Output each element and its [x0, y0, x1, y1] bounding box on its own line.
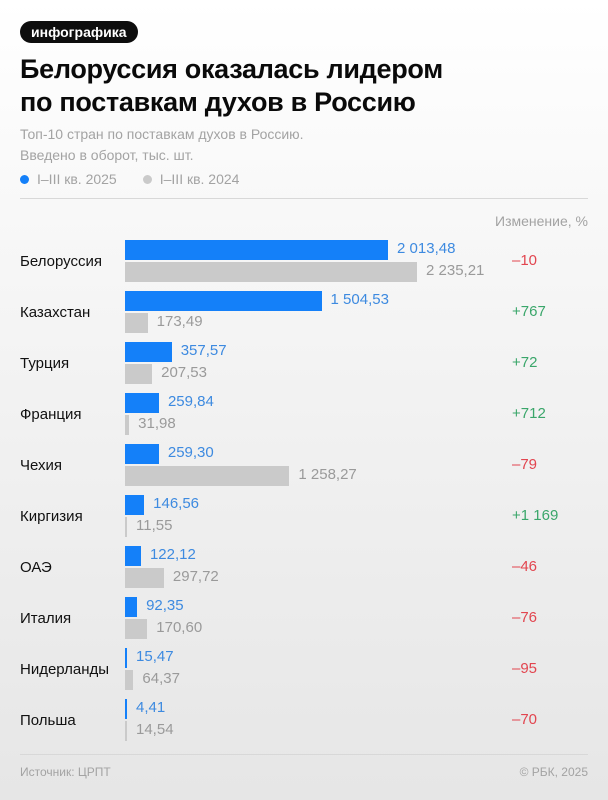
value-2025: 122,12: [149, 546, 196, 563]
bar-2024: [125, 517, 127, 537]
subtitle-line-2: Введено в оборот, тыс. шт.: [20, 147, 194, 163]
bar-2025: [125, 597, 138, 617]
table-row: Казахстан 1 504,53 173,49 +767: [0, 291, 608, 337]
title-line-2: по поставкам духов в Россию: [20, 87, 416, 117]
title-line-1: Белоруссия оказалась лидером: [20, 54, 443, 84]
bar-2025: [125, 648, 128, 668]
bar-2024: [125, 313, 148, 333]
value-2025: 357,57: [180, 342, 227, 359]
country-label: Чехия: [20, 457, 63, 474]
bar-2025: [125, 444, 159, 464]
value-2024: 11,55: [136, 517, 173, 534]
legend: I–III кв. 2025 I–III кв. 2024: [20, 171, 239, 187]
value-2024: 207,53: [161, 364, 207, 381]
bar-2025: [125, 546, 141, 566]
country-label: Турция: [20, 355, 70, 372]
country-label: Казахстан: [20, 304, 91, 321]
value-2025: 15,47: [136, 648, 174, 665]
table-row: Польша 4,41 14,54 –70: [0, 699, 608, 745]
bar-2025: [125, 393, 159, 413]
bar-2024: [125, 262, 417, 282]
table-row: Чехия 259,30 1 258,27 –79: [0, 444, 608, 490]
bar-2025: [125, 495, 145, 515]
value-2024: 173,49: [156, 313, 203, 330]
change-value: –76: [512, 609, 538, 626]
country-label: Польша: [20, 712, 76, 729]
bar-2024: [125, 568, 164, 588]
value-2025: 92,35: [146, 597, 184, 614]
change-value: +767: [512, 303, 546, 320]
value-2025: 2 013,48: [397, 240, 456, 257]
bar-2024: [125, 670, 134, 690]
bar-2024: [125, 466, 290, 486]
table-row: Киргизия 146,56 11,55 +1 169: [0, 495, 608, 541]
value-2024: 14,54: [136, 721, 174, 738]
country-label: ОАЭ: [20, 559, 52, 576]
change-value: +712: [512, 405, 546, 422]
table-row: Италия 92,35 170,60 –76: [0, 597, 608, 643]
bar-2024: [125, 721, 127, 741]
value-2024: 170,60: [156, 619, 203, 636]
infographic-badge: инфографика: [20, 21, 138, 43]
change-value: +1 169: [512, 507, 559, 524]
bar-2025: [125, 291, 322, 311]
top-divider: [20, 198, 588, 199]
bar-2024: [125, 415, 130, 435]
table-row: Нидерланды 15,47 64,37 –95: [0, 648, 608, 694]
bar-2025: [125, 699, 127, 719]
country-label: Белоруссия: [20, 253, 102, 270]
source-note: Источник: ЦРПТ: [20, 765, 111, 779]
change-value: –10: [512, 252, 538, 269]
bottom-divider: [20, 754, 588, 755]
value-2025: 259,30: [167, 444, 214, 461]
value-2025: 4,41: [136, 699, 166, 716]
legend-label: I–III кв. 2025: [37, 171, 117, 187]
bar-2025: [125, 342, 172, 362]
value-2025: 1 504,53: [330, 291, 389, 308]
value-2024: 64,37: [142, 670, 180, 687]
change-value: +72: [512, 354, 538, 371]
chart-title: Белоруссия оказалась лидером по поставка…: [20, 53, 580, 119]
value-2024: 297,72: [172, 568, 219, 585]
value-2025: 259,84: [167, 393, 214, 410]
bar-2025: [125, 240, 389, 260]
bar-2024: [125, 619, 148, 639]
change-value: –95: [512, 660, 538, 677]
legend-dot-icon: [142, 174, 152, 184]
legend-dot-icon: [20, 174, 29, 184]
country-label: Нидерланды: [20, 661, 110, 678]
value-2024: 2 235,21: [426, 262, 485, 279]
legend-label: I–III кв. 2024: [159, 171, 240, 187]
table-row: Турция 357,57 207,53 +72: [0, 342, 608, 388]
table-row: ОАЭ 122,12 297,72 –46: [0, 546, 608, 592]
value-2024: 31,98: [138, 415, 176, 432]
change-value: –70: [512, 711, 538, 728]
table-row: Франция 259,84 31,98 +712: [0, 393, 608, 439]
bar-2024: [125, 364, 153, 384]
legend-item-2024: I–III кв. 2024: [142, 171, 240, 187]
country-label: Италия: [20, 610, 72, 627]
change-column-header: Изменение, %: [495, 213, 588, 229]
value-2024: 1 258,27: [298, 466, 357, 483]
change-value: –79: [512, 456, 538, 473]
subtitle-line-1: Топ-10 стран по поставкам духов в Россию…: [20, 126, 304, 142]
change-value: –46: [512, 558, 538, 575]
country-label: Киргизия: [20, 508, 83, 525]
country-label: Франция: [20, 406, 82, 423]
value-2025: 146,56: [153, 495, 200, 512]
chart-subtitle: Топ-10 стран по поставкам духов в Россию…: [20, 124, 304, 166]
copyright: © РБК, 2025: [519, 765, 588, 779]
legend-item-2025: I–III кв. 2025: [20, 171, 117, 187]
table-row: Белоруссия 2 013,48 2 235,21 –10: [0, 240, 608, 286]
